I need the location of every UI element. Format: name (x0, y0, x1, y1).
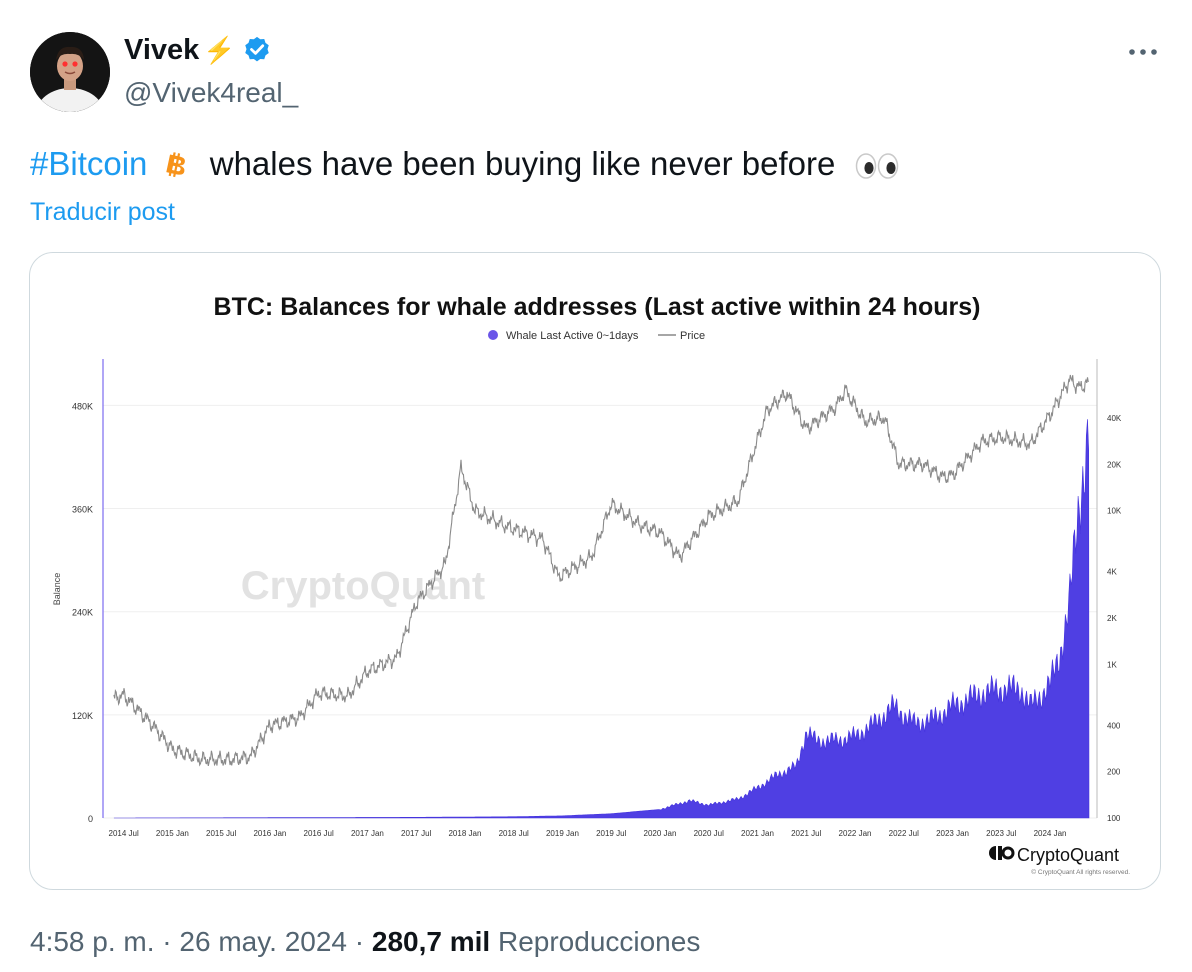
y-right-tick-label: 2K (1107, 614, 1117, 623)
x-tick-label: 2018 Jul (499, 829, 529, 838)
plot-area (113, 374, 1090, 819)
x-tick-label: 2020 Jul (694, 829, 724, 838)
brand-name: CryptoQuant (1017, 845, 1119, 865)
y-right-tick-label: 10K (1107, 507, 1122, 516)
y-left-tick-label: 360K (72, 505, 93, 515)
views-label: Reproducciones (497, 926, 701, 957)
cryptoquant-logo (989, 846, 1015, 860)
hashtag-link[interactable]: #Bitcoin (30, 145, 148, 182)
copyright: © CryptoQuant All rights reserved. (1031, 868, 1130, 876)
timestamp-time[interactable]: 4:58 p. m. (30, 926, 155, 957)
x-tick-label: 2015 Jul (206, 829, 236, 838)
y-left-tick-label: 120K (72, 711, 93, 721)
x-tick-label: 2023 Jan (936, 829, 969, 838)
eyes-icon (855, 153, 898, 179)
x-tick-label: 2014 Jul (109, 829, 139, 838)
x-tick-label: 2021 Jan (741, 829, 774, 838)
x-tick-label: 2018 Jan (448, 829, 481, 838)
media-card[interactable]: BTC: Balances for whale addresses (Last … (29, 252, 1161, 890)
tweet-meta: 4:58 p. m. · 26 may. 2024 · 280,7 mil Re… (30, 924, 700, 960)
avatar-image (30, 32, 110, 112)
views-count: 280,7 mil (371, 926, 491, 957)
x-tick-label: 2017 Jul (401, 829, 431, 838)
x-tick-label: 2020 Jan (644, 829, 677, 838)
translate-post-link[interactable]: Traducir post (30, 198, 175, 226)
x-tick-label: 2019 Jan (546, 829, 579, 838)
x-tick-label: 2019 Jul (596, 829, 626, 838)
y-left-tick-label: 480K (72, 401, 93, 411)
y-right-tick-label: 40K (1107, 414, 1122, 423)
y-right-tick-label: 100 (1107, 814, 1121, 823)
x-tick-label: 2022 Jan (839, 829, 872, 838)
lightning-bolt-icon: ⚡ (203, 35, 236, 65)
x-tick-label: 2015 Jan (156, 829, 189, 838)
legend-whale-marker (488, 330, 498, 340)
whale-balance-area (113, 419, 1090, 819)
legend-whale-label: Whale Last Active 0~1days (506, 330, 639, 342)
more-dots-icon[interactable] (1126, 40, 1160, 64)
meta-separator: · (162, 926, 172, 957)
chart-title: BTC: Balances for whale addresses (Last … (214, 293, 981, 321)
y-right-tick-label: 200 (1107, 768, 1121, 777)
bitcoin-icon (165, 152, 185, 178)
x-tick-label: 2016 Jan (253, 829, 286, 838)
y-right-tick-label: 20K (1107, 460, 1122, 469)
user-handle[interactable]: @Vivek4real_ (124, 77, 299, 108)
x-tick-label: 2023 Jul (986, 829, 1016, 838)
tweet-text: #Bitcoin whales have been buying like ne… (30, 144, 899, 184)
meta-separator: · (354, 926, 365, 957)
y-right-tick-label: 1K (1107, 660, 1117, 669)
x-tick-label: 2022 Jul (889, 829, 919, 838)
x-tick-label: 2024 Jan (1034, 829, 1067, 838)
y-right-tick-label: 400 (1107, 721, 1121, 730)
axis-ticks: 0 120K 240K 360K 480K 100 200 400 1K 2K 4K 10K 20K 40… (72, 401, 1122, 838)
x-tick-label: 2016 Jul (304, 829, 334, 838)
tweet-body: whales have been buying like never befor… (209, 145, 836, 182)
x-tick-label: 2021 Jul (791, 829, 821, 838)
display-name[interactable]: Vivek (124, 34, 200, 66)
whale-balance-chart: BTC: Balances for whale addresses (Last … (52, 293, 1130, 876)
avatar[interactable] (30, 32, 110, 112)
y-left-tick-label: 240K (72, 608, 93, 618)
y-right-tick-label: 4K (1107, 568, 1117, 577)
x-tick-label: 2017 Jan (351, 829, 384, 838)
price-line (113, 374, 1089, 767)
y-left-tick-label: 0 (88, 814, 93, 824)
author-name-row: Vivek ⚡ (124, 32, 272, 68)
y-axis-label: Balance (52, 573, 62, 606)
watermark: CryptoQuant (241, 564, 485, 608)
legend-price-label: Price (680, 330, 705, 342)
timestamp-date[interactable]: 26 may. 2024 (179, 926, 347, 957)
verified-badge-icon[interactable] (242, 35, 272, 65)
